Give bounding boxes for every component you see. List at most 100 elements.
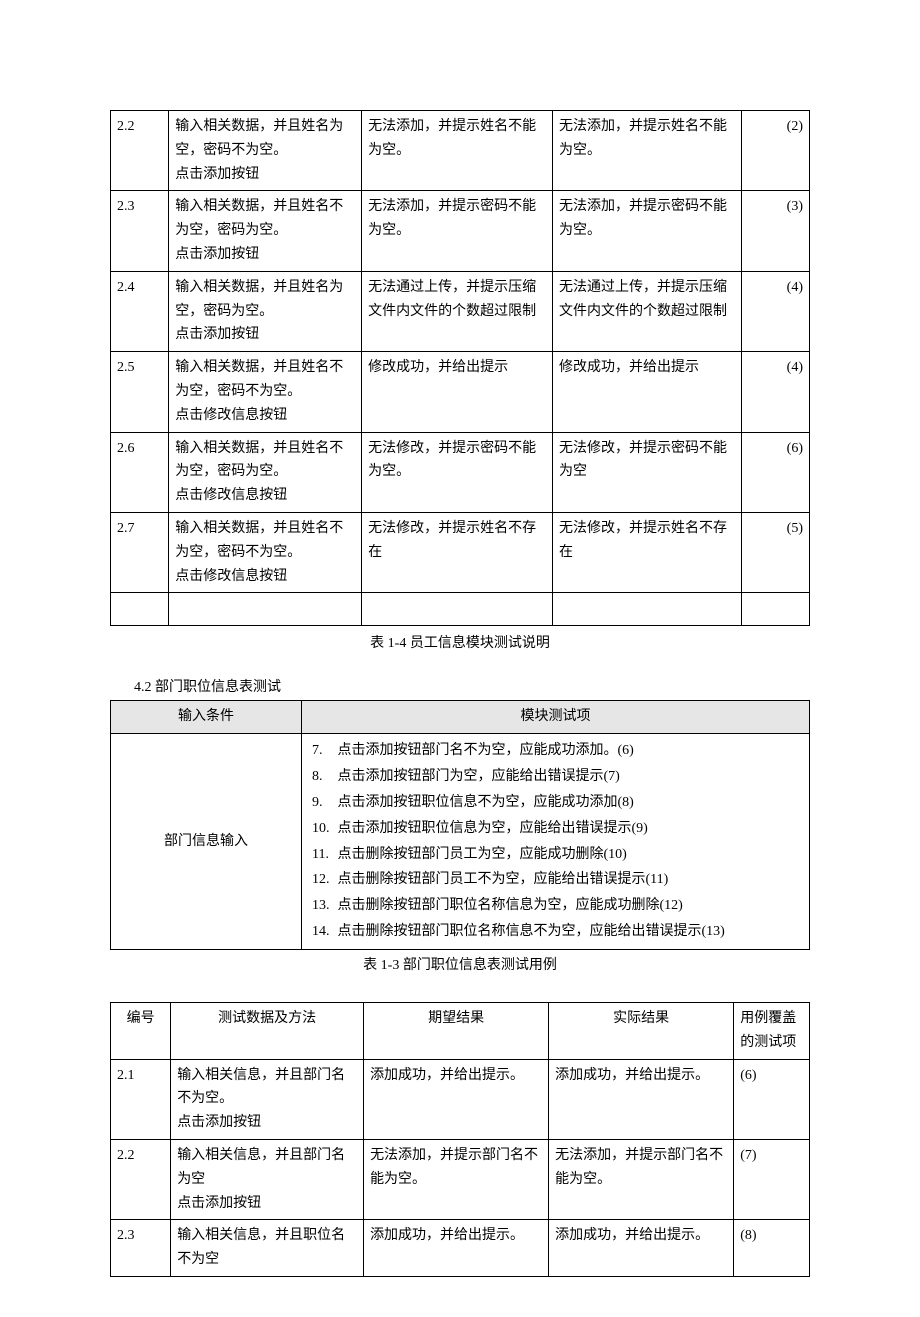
list-item-number: 12. — [312, 867, 334, 893]
cell-actual: 无法通过上传，并提示压缩文件内文件的个数超过限制 — [553, 271, 742, 351]
cell-id: 2.2 — [111, 1140, 171, 1220]
cell-coverage: (7) — [734, 1140, 810, 1220]
cell-expected: 无法通过上传，并提示压缩文件内文件的个数超过限制 — [362, 271, 553, 351]
list-item-number: 13. — [312, 893, 334, 919]
cell-actual: 无法修改，并提示姓名不存在 — [553, 512, 742, 592]
list-item-text: 点击删除按钮部门员工为空，应能成功删除(10) — [334, 847, 627, 862]
cell-test-data: 输入相关数据，并且姓名不为空，密码不为空。点击修改信息按钮 — [169, 352, 362, 432]
cell-test-data: 输入相关信息，并且部门名不为空。点击添加按钮 — [171, 1059, 364, 1139]
cell-test-data: 输入相关数据，并且姓名为空，密码不为空。点击添加按钮 — [169, 111, 362, 191]
cell-expected: 添加成功，并给出提示。 — [364, 1220, 549, 1277]
list-item-text: 点击添加按钮部门名不为空，应能成功添加。(6) — [334, 743, 634, 758]
table-row: 2.2输入相关信息，并且部门名为空点击添加按钮无法添加，并提示部门名不能为空。无… — [111, 1140, 810, 1220]
cell-coverage: (2) — [742, 111, 810, 191]
table2-caption: 表 1-3 部门职位信息表测试用例 — [110, 954, 810, 974]
list-item-text: 点击删除按钮部门职位名称信息为空，应能成功删除(12) — [334, 898, 683, 913]
table-row: 2.6输入相关数据，并且姓名不为空，密码为空。点击修改信息按钮无法修改，并提示密… — [111, 432, 810, 512]
cell-actual: 无法修改，并提示密码不能为空 — [553, 432, 742, 512]
cell-actual: 修改成功，并给出提示 — [553, 352, 742, 432]
list-item: 10. 点击添加按钮职位信息为空，应能给出错误提示(9) — [308, 816, 803, 842]
list-item-text: 点击添加按钮职位信息不为空，应能成功添加(8) — [334, 795, 634, 810]
cell-expected: 添加成功，并给出提示。 — [364, 1059, 549, 1139]
cell-coverage: (3) — [742, 191, 810, 271]
table-row: 编号测试数据及方法期望结果实际结果用例覆盖的测试项 — [111, 1003, 810, 1060]
table-row: 2.7输入相关数据，并且姓名不为空，密码不为空。点击修改信息按钮无法修改，并提示… — [111, 512, 810, 592]
list-item-text: 点击添加按钮部门为空，应能给出错误提示(7) — [334, 769, 620, 784]
test-case-table-3: 编号测试数据及方法期望结果实际结果用例覆盖的测试项2.1输入相关信息，并且部门名… — [110, 1002, 810, 1277]
list-item-text: 点击添加按钮职位信息为空，应能给出错误提示(9) — [334, 821, 648, 836]
table2-header-items: 模块测试项 — [302, 701, 810, 734]
cell-empty — [742, 593, 810, 626]
list-item-number: 9. — [312, 790, 334, 816]
cell-actual: 无法添加，并提示姓名不能为空。 — [553, 111, 742, 191]
cell-actual: 添加成功，并给出提示。 — [549, 1220, 734, 1277]
cell-id: 2.6 — [111, 432, 169, 512]
cell-coverage: (5) — [742, 512, 810, 592]
list-item-number: 10. — [312, 816, 334, 842]
list-item: 7. 点击添加按钮部门名不为空，应能成功添加。(6) — [308, 738, 803, 764]
cell-empty — [362, 593, 553, 626]
table3-header-cov: 用例覆盖的测试项 — [734, 1003, 810, 1060]
list-item-text: 点击删除按钮部门职位名称信息不为空，应能给出错误提示(13) — [334, 924, 725, 939]
cell-id: 2.3 — [111, 191, 169, 271]
cell-test-data: 输入相关数据，并且姓名不为空，密码不为空。点击修改信息按钮 — [169, 512, 362, 592]
cell-coverage: (4) — [742, 352, 810, 432]
list-item-number: 8. — [312, 764, 334, 790]
cell-id: 2.2 — [111, 111, 169, 191]
table-row: 2.2输入相关数据，并且姓名为空，密码不为空。点击添加按钮无法添加，并提示姓名不… — [111, 111, 810, 191]
table3-header-data: 测试数据及方法 — [171, 1003, 364, 1060]
cell-id: 2.7 — [111, 512, 169, 592]
list-item-number: 11. — [312, 842, 334, 868]
cell-expected: 无法添加，并提示部门名不能为空。 — [364, 1140, 549, 1220]
table-row: 2.1输入相关信息，并且部门名不为空。点击添加按钮添加成功，并给出提示。添加成功… — [111, 1059, 810, 1139]
cell-id: 2.4 — [111, 271, 169, 351]
cell-actual: 无法添加，并提示部门名不能为空。 — [549, 1140, 734, 1220]
cell-id: 2.3 — [111, 1220, 171, 1277]
list-item: 9. 点击添加按钮职位信息不为空，应能成功添加(8) — [308, 790, 803, 816]
cell-id: 2.1 — [111, 1059, 171, 1139]
cell-empty — [553, 593, 742, 626]
cell-expected: 无法添加，并提示密码不能为空。 — [362, 191, 553, 271]
list-item: 13. 点击删除按钮部门职位名称信息为空，应能成功删除(12) — [308, 893, 803, 919]
cell-coverage: (8) — [734, 1220, 810, 1277]
table3-header-id: 编号 — [111, 1003, 171, 1060]
list-item: 8. 点击添加按钮部门为空，应能给出错误提示(7) — [308, 764, 803, 790]
cell-test-data: 输入相关数据，并且姓名不为空，密码为空。点击添加按钮 — [169, 191, 362, 271]
table2-condition-cell: 部门信息输入 — [111, 733, 302, 949]
table2-header-condition: 输入条件 — [111, 701, 302, 734]
section-4-2-heading: 4.2 部门职位信息表测试 — [134, 676, 810, 696]
cell-test-data: 输入相关信息，并且部门名为空点击添加按钮 — [171, 1140, 364, 1220]
table1-caption: 表 1-4 员工信息模块测试说明 — [110, 632, 810, 652]
module-test-items-table: 输入条件 模块测试项 部门信息输入 7. 点击添加按钮部门名不为空，应能成功添加… — [110, 700, 810, 950]
cell-empty — [169, 593, 362, 626]
cell-actual: 添加成功，并给出提示。 — [549, 1059, 734, 1139]
table-row: 2.4输入相关数据，并且姓名为空，密码为空。点击添加按钮无法通过上传，并提示压缩… — [111, 271, 810, 351]
table2-items-cell: 7. 点击添加按钮部门名不为空，应能成功添加。(6)8. 点击添加按钮部门为空，… — [302, 733, 810, 949]
page: 2.2输入相关数据，并且姓名为空，密码不为空。点击添加按钮无法添加，并提示姓名不… — [0, 0, 920, 1317]
table-row: 2.3输入相关数据，并且姓名不为空，密码为空。点击添加按钮无法添加，并提示密码不… — [111, 191, 810, 271]
list-item-number: 14. — [312, 919, 334, 945]
table-row — [111, 593, 810, 626]
cell-coverage: (6) — [742, 432, 810, 512]
cell-expected: 无法添加，并提示姓名不能为空。 — [362, 111, 553, 191]
cell-id: 2.5 — [111, 352, 169, 432]
cell-expected: 无法修改，并提示密码不能为空。 — [362, 432, 553, 512]
list-item-number: 7. — [312, 738, 334, 764]
table-row: 2.3输入相关信息，并且职位名不为空添加成功，并给出提示。添加成功，并给出提示。… — [111, 1220, 810, 1277]
list-item: 11. 点击删除按钮部门员工为空，应能成功删除(10) — [308, 842, 803, 868]
test-case-table-1: 2.2输入相关数据，并且姓名为空，密码不为空。点击添加按钮无法添加，并提示姓名不… — [110, 110, 810, 626]
cell-coverage: (4) — [742, 271, 810, 351]
table3-header-exp: 期望结果 — [364, 1003, 549, 1060]
table-row: 2.5输入相关数据，并且姓名不为空，密码不为空。点击修改信息按钮修改成功，并给出… — [111, 352, 810, 432]
cell-test-data: 输入相关信息，并且职位名不为空 — [171, 1220, 364, 1277]
list-item-text: 点击删除按钮部门员工不为空，应能给出错误提示(11) — [334, 872, 668, 887]
cell-expected: 无法修改，并提示姓名不存在 — [362, 512, 553, 592]
cell-actual: 无法添加，并提示密码不能为空。 — [553, 191, 742, 271]
cell-coverage: (6) — [734, 1059, 810, 1139]
cell-expected: 修改成功，并给出提示 — [362, 352, 553, 432]
table3-header-act: 实际结果 — [549, 1003, 734, 1060]
list-item: 14. 点击删除按钮部门职位名称信息不为空，应能给出错误提示(13) — [308, 919, 803, 945]
cell-empty — [111, 593, 169, 626]
cell-test-data: 输入相关数据，并且姓名不为空，密码为空。点击修改信息按钮 — [169, 432, 362, 512]
cell-test-data: 输入相关数据，并且姓名为空，密码为空。点击添加按钮 — [169, 271, 362, 351]
